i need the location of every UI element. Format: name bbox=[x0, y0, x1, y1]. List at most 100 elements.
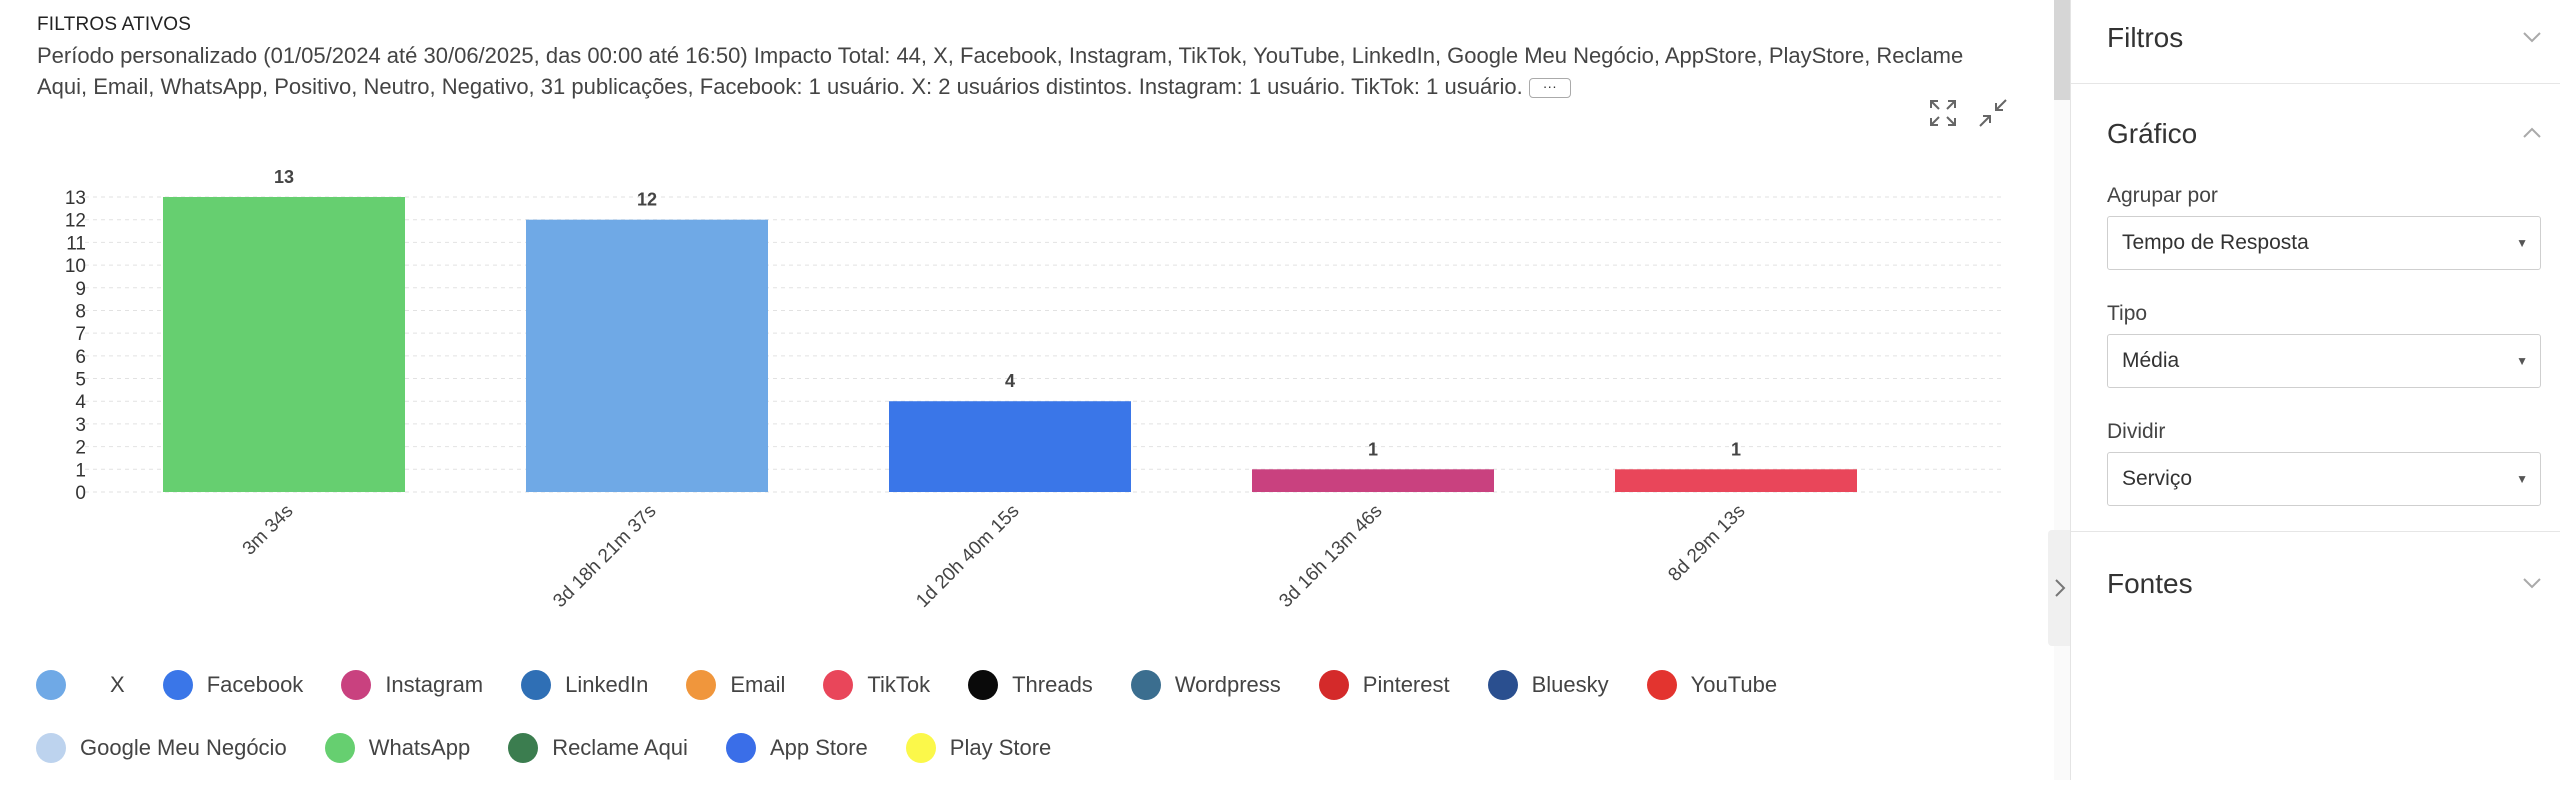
filtros-heading[interactable]: Filtros bbox=[2107, 22, 2184, 53]
y-tick-label: 10 bbox=[65, 256, 86, 277]
x-tick-label: 1d 20h 40m 15s bbox=[912, 501, 1023, 612]
legend-item[interactable]: Play Store bbox=[905, 733, 1052, 763]
bar-data-label: 12 bbox=[637, 190, 657, 210]
legend-color-swatch bbox=[686, 670, 717, 700]
x-tick-label: 3d 18h 21m 37s bbox=[549, 501, 660, 612]
legend-item[interactable]: Facebook bbox=[162, 670, 303, 700]
chart-legend: X Facebook Instagram LinkedIn Email TikTok Thr… bbox=[36, 666, 2016, 792]
legend-item[interactable]: Instagram bbox=[341, 670, 483, 700]
legend-item[interactable]: Email bbox=[686, 670, 785, 700]
chevron-down-icon[interactable] bbox=[2521, 572, 2543, 594]
y-tick-label: 13 bbox=[65, 188, 86, 209]
bar[interactable] bbox=[1252, 469, 1494, 492]
legend-color-swatch bbox=[1130, 670, 1161, 700]
y-tick-label: 2 bbox=[75, 438, 86, 459]
legend-color-swatch bbox=[36, 733, 66, 763]
legend-color-swatch bbox=[521, 670, 552, 700]
y-tick-label: 0 bbox=[75, 483, 86, 504]
legend-item[interactable]: TikTok bbox=[823, 670, 930, 700]
y-tick-label: 1 bbox=[75, 460, 86, 481]
legend-color-swatch bbox=[1646, 670, 1677, 700]
settings-sidebar: Filtros Gráfico Agrupar por Tempo de Res… bbox=[2070, 0, 2560, 780]
grafico-heading[interactable]: Gráfico bbox=[2107, 118, 2198, 149]
x-tick-label: 3d 16h 13m 46s bbox=[1275, 501, 1386, 612]
bar[interactable] bbox=[889, 401, 1131, 492]
collapse-icon[interactable] bbox=[1978, 98, 2008, 128]
bar-data-label: 4 bbox=[1005, 371, 1015, 391]
legend-item[interactable]: Reclame Aqui bbox=[508, 733, 688, 763]
y-tick-label: 11 bbox=[66, 233, 86, 254]
chart-bars bbox=[163, 197, 1857, 492]
y-tick-label: 4 bbox=[75, 392, 86, 413]
legend-label: LinkedIn bbox=[565, 672, 649, 697]
main-scrollbar[interactable] bbox=[2054, 0, 2070, 780]
bar[interactable] bbox=[1615, 469, 1857, 492]
chevron-up-icon[interactable] bbox=[2521, 122, 2543, 144]
expand-icon[interactable] bbox=[1928, 98, 1958, 128]
legend-color-swatch bbox=[1487, 670, 1518, 700]
legend-item[interactable]: LinkedIn bbox=[521, 670, 648, 700]
legend-item[interactable]: Bluesky bbox=[1487, 670, 1609, 700]
fontes-section[interactable]: Fontes bbox=[2071, 532, 2560, 632]
y-tick-label: 9 bbox=[75, 279, 86, 300]
agrupar-select[interactable]: Tempo de Resposta ▼ bbox=[2107, 216, 2541, 270]
legend-color-swatch bbox=[823, 670, 854, 700]
y-tick-label: 12 bbox=[65, 211, 86, 232]
bar-data-labels: 13 12 4 1 1 bbox=[274, 167, 1741, 459]
legend-label: WhatsApp bbox=[368, 735, 471, 760]
y-tick-label: 6 bbox=[75, 347, 86, 368]
legend-label: X bbox=[110, 672, 125, 697]
legend-label: Bluesky bbox=[1531, 672, 1609, 697]
legend-item[interactable]: WhatsApp bbox=[324, 733, 471, 763]
agrupar-label: Agrupar por bbox=[2107, 184, 2218, 207]
filtros-section[interactable]: Filtros bbox=[2071, 0, 2560, 84]
legend-item[interactable]: Google Meu Negócio bbox=[36, 733, 287, 763]
bar-data-label: 1 bbox=[1731, 439, 1741, 459]
show-more-button[interactable]: ··· bbox=[1528, 78, 1571, 99]
legend-label: Email bbox=[730, 672, 786, 697]
legend-color-swatch bbox=[162, 670, 193, 700]
dividir-value: Serviço bbox=[2122, 467, 2193, 490]
legend-item[interactable]: Pinterest bbox=[1318, 670, 1450, 700]
y-tick-label: 3 bbox=[75, 415, 86, 436]
bar[interactable] bbox=[526, 219, 768, 492]
dropdown-caret-icon: ▼ bbox=[2516, 236, 2528, 250]
legend-color-swatch bbox=[1318, 670, 1349, 700]
sidebar-toggle-button[interactable] bbox=[2048, 530, 2072, 646]
scrollbar-thumb[interactable] bbox=[2054, 0, 2070, 100]
fontes-heading[interactable]: Fontes bbox=[2107, 568, 2193, 599]
legend-item[interactable]: App Store bbox=[725, 733, 868, 763]
legend-item[interactable]: Wordpress bbox=[1130, 670, 1281, 700]
legend-row: Google Meu Negócio WhatsApp Reclame Aqui Ap… bbox=[36, 729, 2016, 767]
legend-label: App Store bbox=[769, 735, 868, 760]
legend-color-swatch bbox=[725, 733, 756, 763]
dividir-select[interactable]: Serviço ▼ bbox=[2107, 452, 2541, 506]
y-tick-label: 5 bbox=[75, 370, 86, 391]
x-tick-label: 3m 34s bbox=[239, 501, 298, 560]
legend-label: TikTok bbox=[867, 672, 931, 697]
bar-data-label: 1 bbox=[1368, 439, 1378, 459]
legend-color-swatch bbox=[905, 733, 936, 763]
active-filters-description: Período personalizado (01/05/2024 até 30… bbox=[37, 40, 1997, 102]
dropdown-caret-icon: ▼ bbox=[2516, 472, 2528, 486]
tipo-value: Média bbox=[2122, 349, 2180, 372]
tipo-label: Tipo bbox=[2107, 302, 2148, 325]
legend-label: Play Store bbox=[949, 735, 1052, 760]
dropdown-caret-icon: ▼ bbox=[2516, 354, 2528, 368]
y-tick-label: 8 bbox=[75, 301, 86, 322]
legend-label: Threads bbox=[1012, 672, 1093, 697]
dividir-label: Dividir bbox=[2107, 420, 2166, 443]
legend-item[interactable]: X bbox=[36, 670, 125, 700]
bar[interactable] bbox=[163, 197, 405, 492]
legend-label: Wordpress bbox=[1174, 672, 1281, 697]
legend-item[interactable]: Threads bbox=[968, 670, 1093, 700]
agrupar-value: Tempo de Resposta bbox=[2122, 231, 2309, 254]
legend-item[interactable]: YouTube bbox=[1646, 670, 1777, 700]
chevron-down-icon[interactable] bbox=[2521, 26, 2543, 48]
active-filters-title: FILTROS ATIVOS bbox=[37, 14, 192, 35]
legend-color-swatch bbox=[324, 733, 355, 763]
legend-row: X Facebook Instagram LinkedIn Email TikTok Thr… bbox=[36, 666, 2016, 704]
tipo-select[interactable]: Média ▼ bbox=[2107, 334, 2541, 388]
